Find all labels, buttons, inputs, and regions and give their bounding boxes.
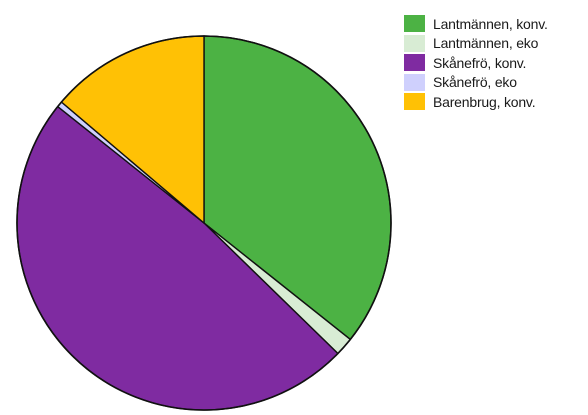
legend-item-1: Lantmännen, eko (404, 34, 548, 54)
legend-label-4: Barenbrug, konv. (433, 93, 536, 110)
pie-slices (16, 35, 392, 411)
legend-label-2: Skånefrö, konv. (433, 54, 527, 71)
legend-label-0: Lantmännen, konv. (433, 15, 548, 32)
legend-swatch-1 (404, 34, 425, 52)
legend-swatch-2 (404, 54, 425, 72)
legend-swatch-4 (404, 93, 425, 111)
legend-swatch-3 (404, 73, 425, 91)
legend-item-2: Skånefrö, konv. (404, 53, 548, 73)
pie-outline (16, 35, 392, 411)
legend-label-1: Lantmännen, eko (433, 35, 539, 52)
legend-label-3: Skånefrö, eko (433, 74, 517, 91)
legend-item-3: Skånefrö, eko (404, 73, 548, 93)
legend-item-4: Barenbrug, konv. (404, 92, 548, 112)
legend-item-0: Lantmännen, konv. (404, 14, 548, 34)
legend: Lantmännen, konv. Lantmännen, eko Skånefrö… (404, 14, 548, 112)
legend-swatch-0 (404, 15, 425, 33)
